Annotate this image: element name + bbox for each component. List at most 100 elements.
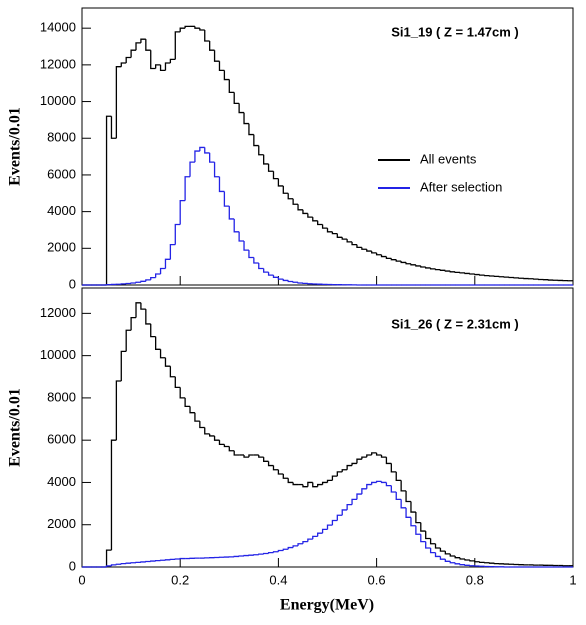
- histogram-step: [434, 543, 441, 549]
- histogram-step: [145, 279, 151, 282]
- histogram-step: [474, 560, 480, 563]
- histogram-step: [110, 564, 117, 566]
- histogram-step: [420, 522, 426, 532]
- x-tick-label: 0.6: [368, 572, 386, 587]
- y-tick-label: 6000: [47, 166, 76, 181]
- histogram-step: [331, 475, 338, 481]
- histogram-step: [145, 309, 151, 325]
- x-tick-label: 0.2: [171, 572, 189, 587]
- histogram-step: [307, 538, 313, 542]
- histogram-step: [174, 376, 181, 388]
- histogram-step: [233, 92, 240, 105]
- histogram-step: [287, 193, 294, 200]
- histogram-step: [110, 439, 117, 551]
- histogram-step: [169, 243, 176, 260]
- histogram-step: [380, 254, 387, 258]
- histogram-step: [474, 273, 480, 276]
- histogram-step: [287, 546, 294, 550]
- histogram-step: [263, 457, 269, 462]
- legend-label: All events: [420, 151, 477, 166]
- histogram-step: [204, 147, 210, 154]
- histogram-step: [351, 462, 357, 466]
- histogram-step: [213, 50, 220, 62]
- histogram-step: [263, 268, 269, 273]
- histogram-step: [238, 103, 245, 114]
- histogram-step: [400, 499, 407, 509]
- histogram-step: [346, 239, 353, 243]
- histogram-step: [287, 478, 294, 484]
- histogram-step: [199, 421, 205, 429]
- histogram-step: [449, 561, 456, 564]
- histogram-step: [336, 514, 343, 521]
- histogram-step: [336, 233, 343, 238]
- histogram-step: [258, 145, 264, 156]
- histogram-step: [238, 231, 245, 242]
- histogram-step: [120, 562, 127, 565]
- histogram-step: [209, 433, 215, 437]
- histogram-step: [243, 240, 249, 251]
- histogram-step: [449, 271, 456, 273]
- histogram-step: [209, 41, 215, 51]
- y-tick-label: 2000: [47, 516, 76, 531]
- y-axis-label: Events/0.01: [7, 388, 24, 467]
- histogram-step: [194, 150, 200, 163]
- histogram-step: [204, 427, 210, 435]
- histogram-step: [326, 524, 333, 530]
- histogram-step: [277, 178, 284, 187]
- histogram-step: [277, 549, 284, 552]
- histogram-step: [326, 479, 333, 483]
- histogram-step: [415, 264, 421, 267]
- histogram-step: [248, 250, 254, 259]
- histogram-step: [356, 244, 362, 249]
- histogram-step: [223, 191, 230, 207]
- histogram-step: [459, 557, 465, 560]
- histogram-step: [282, 279, 289, 282]
- histogram-step: [174, 31, 181, 60]
- y-tick-label: 4000: [47, 203, 76, 218]
- histogram-step: [169, 366, 176, 378]
- histogram-step: [164, 258, 171, 269]
- histogram-step: [135, 281, 141, 283]
- histogram-step: [253, 134, 259, 147]
- y-tick-label: 10000: [40, 93, 76, 108]
- histogram-step: [439, 556, 446, 560]
- histogram-step: [454, 271, 461, 273]
- histogram-step: [307, 213, 313, 218]
- histogram-step: [277, 277, 284, 280]
- histogram-step: [267, 461, 274, 467]
- histogram-step: [429, 267, 436, 270]
- histogram-step: [140, 302, 146, 310]
- plot-frame: [81, 287, 574, 568]
- histogram-step: [287, 280, 294, 283]
- y-tick-label: 12000: [40, 56, 76, 71]
- histogram-step: [390, 485, 397, 493]
- y-tick-label: 8000: [47, 130, 76, 145]
- histogram-step: [233, 218, 240, 233]
- histogram-step: [140, 38, 146, 43]
- histogram-step: [317, 483, 323, 487]
- histogram-step: [331, 231, 338, 235]
- histogram-step: [125, 329, 132, 352]
- histogram-step: [302, 209, 308, 215]
- histogram-step: [164, 62, 171, 71]
- histogram-step: [429, 547, 436, 554]
- histogram-step: [405, 490, 411, 503]
- histogram-step: [189, 161, 195, 177]
- histogram-step: [159, 64, 166, 72]
- histogram-step: [155, 336, 161, 350]
- histogram-step: [444, 551, 451, 555]
- histogram-step: [420, 534, 426, 543]
- histogram-step: [228, 446, 235, 452]
- histogram-step: [425, 267, 431, 269]
- histogram-step: [184, 176, 191, 201]
- histogram-step: [449, 553, 456, 557]
- histogram-step: [361, 247, 367, 250]
- histogram-step: [130, 316, 137, 331]
- histogram-step: [321, 481, 328, 485]
- histogram-step: [248, 454, 254, 458]
- histogram-step: [263, 552, 269, 555]
- histogram-step: [410, 501, 416, 513]
- histogram-step: [321, 528, 328, 534]
- histogram-step: [454, 562, 461, 565]
- histogram-step: [307, 481, 313, 487]
